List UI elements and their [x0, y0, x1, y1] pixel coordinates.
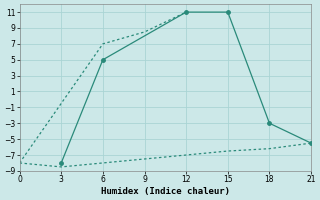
X-axis label: Humidex (Indice chaleur): Humidex (Indice chaleur): [101, 187, 230, 196]
